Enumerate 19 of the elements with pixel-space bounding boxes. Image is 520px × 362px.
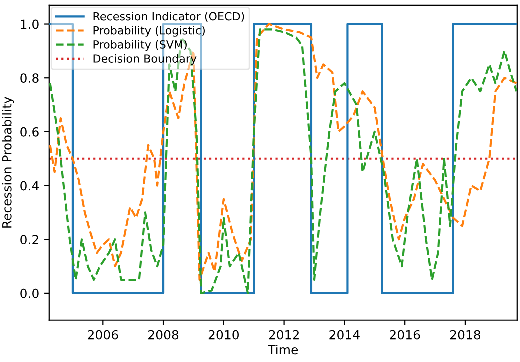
y-tick-label: 1.0: [21, 20, 39, 30]
x-axis-title: Time: [268, 344, 298, 355]
y-axis-title: Recession Probability: [2, 97, 14, 228]
x-tick-label: 2018: [450, 330, 481, 340]
y-tick-label: 0.4: [20, 181, 39, 191]
x-tick-label: 2010: [208, 330, 239, 340]
legend-label: Decision Boundary: [94, 54, 197, 66]
legend-label: Probability (SVM): [94, 40, 187, 52]
x-tick-label: 2012: [269, 330, 299, 340]
x-tick-label: 2016: [390, 330, 420, 340]
legend-label: Probability (Logistic): [94, 26, 205, 37]
y-tick-label: 0.2: [20, 235, 38, 245]
y-tick-label: 0.6: [20, 127, 39, 137]
legend-label: Recession Indicator (OECD): [94, 12, 244, 22]
y-tick-label: 0.0: [20, 288, 39, 298]
x-tick-label: 2014: [330, 330, 360, 340]
x-tick-label: 2008: [148, 330, 179, 340]
y-tick-label: 0.8: [20, 74, 39, 84]
x-tick-label: 2006: [88, 330, 118, 340]
